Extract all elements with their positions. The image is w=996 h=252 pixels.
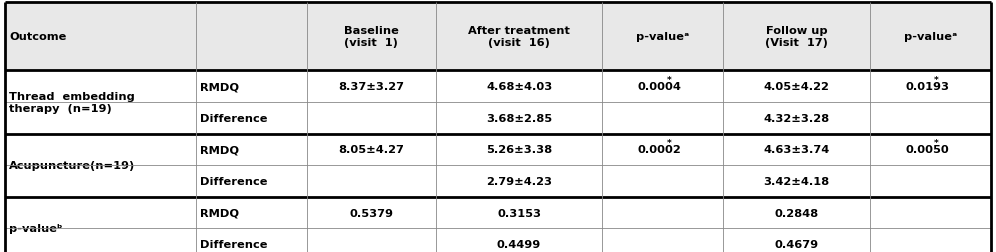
Text: Baseline
(visit  1): Baseline (visit 1) xyxy=(344,26,398,48)
Text: *: * xyxy=(666,138,671,147)
Text: 4.63±3.74: 4.63±3.74 xyxy=(764,145,830,155)
Text: RMDQ: RMDQ xyxy=(199,82,239,92)
Text: After treatment
(visit  16): After treatment (visit 16) xyxy=(468,26,570,48)
Text: 4.32±3.28: 4.32±3.28 xyxy=(764,113,830,123)
Text: *: * xyxy=(666,75,671,84)
Text: 0.0002: 0.0002 xyxy=(637,145,681,155)
Text: 0.0193: 0.0193 xyxy=(905,82,949,92)
Text: 0.5379: 0.5379 xyxy=(350,208,393,218)
Text: Follow up
(Visit  17): Follow up (Visit 17) xyxy=(765,26,828,48)
Text: 0.3153: 0.3153 xyxy=(497,208,541,218)
Text: Acupuncture(n=19): Acupuncture(n=19) xyxy=(9,161,135,171)
Text: 0.2848: 0.2848 xyxy=(775,208,819,218)
Text: *: * xyxy=(934,75,939,84)
Text: 5.26±3.38: 5.26±3.38 xyxy=(486,145,552,155)
Text: 2.79±4.23: 2.79±4.23 xyxy=(486,176,552,186)
Text: Difference: Difference xyxy=(199,113,267,123)
Text: p-valueᵃ: p-valueᵃ xyxy=(904,32,957,42)
Text: 0.0004: 0.0004 xyxy=(637,82,681,92)
Text: RMDQ: RMDQ xyxy=(199,208,239,218)
Text: Outcome: Outcome xyxy=(9,32,67,42)
Text: RMDQ: RMDQ xyxy=(199,145,239,155)
Bar xyxy=(5,3,991,71)
Text: 4.05±4.22: 4.05±4.22 xyxy=(764,82,830,92)
Text: Difference: Difference xyxy=(199,176,267,186)
Text: 8.37±3.27: 8.37±3.27 xyxy=(339,82,404,92)
Text: Difference: Difference xyxy=(199,239,267,249)
Text: 0.4679: 0.4679 xyxy=(775,239,819,249)
Text: 0.4499: 0.4499 xyxy=(497,239,541,249)
Text: p-valueᵇ: p-valueᵇ xyxy=(9,224,63,234)
Text: 4.68±4.03: 4.68±4.03 xyxy=(486,82,552,92)
Text: Thread  embedding
therapy  (n=19): Thread embedding therapy (n=19) xyxy=(9,92,134,113)
Text: 3.68±2.85: 3.68±2.85 xyxy=(486,113,552,123)
Text: p-valueᵃ: p-valueᵃ xyxy=(636,32,689,42)
Text: 8.05±4.27: 8.05±4.27 xyxy=(339,145,404,155)
Text: 3.42±4.18: 3.42±4.18 xyxy=(764,176,830,186)
Text: 0.0050: 0.0050 xyxy=(905,145,949,155)
Text: *: * xyxy=(934,138,939,147)
